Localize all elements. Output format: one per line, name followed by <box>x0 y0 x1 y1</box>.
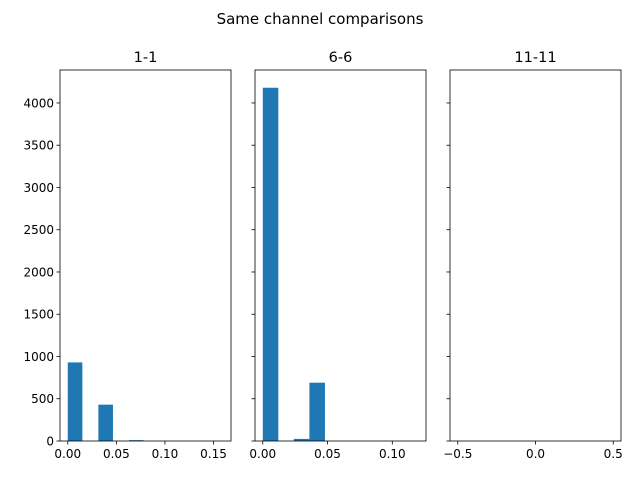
x-tick-label: 0.00 <box>249 447 276 461</box>
x-tick-label: 0.5 <box>604 447 623 461</box>
x-tick-label: −0.5 <box>443 447 472 461</box>
histogram-bar <box>309 382 325 441</box>
x-tick-label: 0.10 <box>379 447 406 461</box>
histogram-bar <box>128 440 144 441</box>
x-tick-label: 0.15 <box>200 447 227 461</box>
axes-frame <box>254 69 427 442</box>
y-tick-label: 4000 <box>23 96 54 110</box>
y-tick-label: 0 <box>46 434 54 448</box>
x-tick-label: 0.00 <box>54 447 81 461</box>
x-tick-label: 0.10 <box>152 447 179 461</box>
subplot-title-11-11: 11-11 <box>514 50 556 66</box>
subplot-title-6-6: 6-6 <box>329 50 353 66</box>
y-tick-label: 2000 <box>23 265 54 279</box>
subplot-6-6: 6-6 0.00 0.05 0.10 <box>249 50 427 461</box>
histogram-bar <box>262 87 279 441</box>
y-tick-label: 500 <box>31 392 54 406</box>
x-tick-label: 0.05 <box>103 447 130 461</box>
y-tick-label: 2500 <box>23 223 54 237</box>
figure-suptitle: Same channel comparisons <box>217 10 424 28</box>
subplot-1-1: 1-1 0.00 0.05 0.10 0.15 0 500 1000 1500 2000 2500… <box>23 50 232 461</box>
y-tick-label: 1000 <box>23 350 54 364</box>
subplot-title-1-1: 1-1 <box>134 50 158 66</box>
histogram-bar <box>293 438 310 441</box>
subplot-11-11: 11-11 −0.5 0.0 0.5 <box>443 50 623 461</box>
y-tick-label: 1500 <box>23 308 54 322</box>
histogram-bar <box>98 404 113 441</box>
axes-frame <box>59 69 232 442</box>
x-tick-label: 0.05 <box>314 447 341 461</box>
y-tick-label: 3500 <box>23 139 54 153</box>
histogram-bar <box>67 362 83 441</box>
y-tick-label: 3000 <box>23 181 54 195</box>
x-tick-label: 0.0 <box>526 447 545 461</box>
